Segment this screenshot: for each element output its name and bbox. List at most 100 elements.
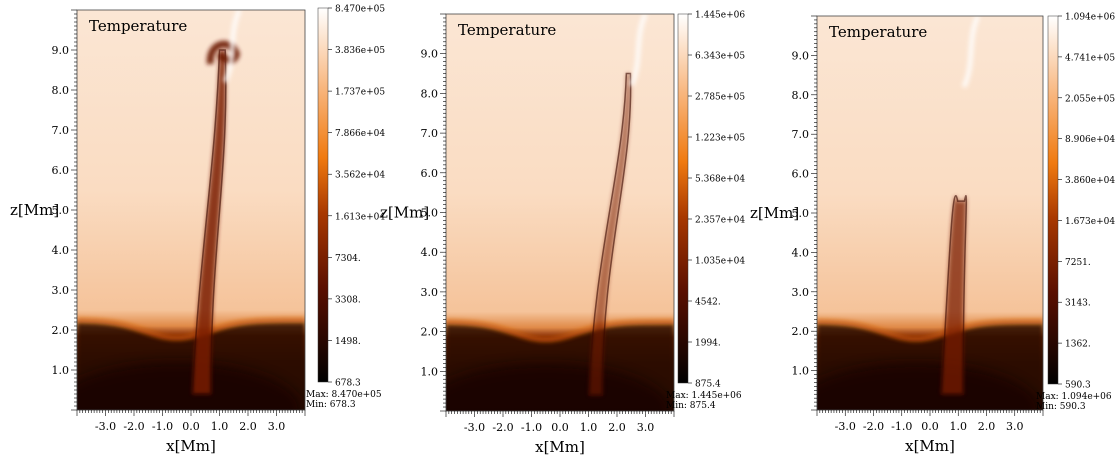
colorbar: 8.470e+05 3.836e+05 1.737e+05 7.866e+04 3.56… [306, 5, 385, 411]
y-tick-label: 7.0 [421, 127, 439, 140]
jet-column [941, 195, 967, 395]
y-tick-label: 9.0 [52, 44, 70, 57]
colorbar-gradient [677, 13, 689, 384]
x-tick-label: -2.0 [123, 420, 144, 433]
y-axis-label: z[Mm] [380, 204, 429, 222]
colorbar-tick-label: 7304. [335, 254, 361, 264]
y-tick-label: 8.0 [792, 89, 810, 102]
transition-region [446, 319, 674, 342]
temperature-field [77, 10, 305, 410]
y-tick-label: 1.0 [421, 365, 439, 378]
temperature-panel-3: -3.0 -2.0 -1.0 0.0 1.0 2.0 3.0 x[Mm] 1.0 2.0 3.0 4.… [750, 13, 1115, 456]
y-tick-label: 3.0 [52, 284, 70, 297]
max-label: Max: 1.445e+06 [666, 391, 742, 401]
colorbar-tick-label: 8.470e+05 [335, 5, 385, 15]
colorbar-tick-label: 1498. [335, 337, 361, 347]
y-tick-label: 7.0 [792, 128, 810, 141]
x-tick-label: -2.0 [863, 420, 884, 433]
colorbar-tick-label: 3308. [335, 295, 361, 305]
y-axis: 1.0 2.0 3.0 4.0 5.0 6.0 7.0 8.0 9.0 [52, 9, 77, 411]
y-tick-label: 5.0 [52, 204, 70, 217]
panel-title: Temperature [458, 21, 556, 39]
colorbar-tick-label: 3.562e+04 [335, 171, 385, 181]
colorbar-tick-label: 2.055e+05 [1065, 94, 1115, 104]
panel-title: Temperature [829, 23, 927, 41]
colorbar-gradient [1047, 15, 1059, 385]
y-tick-label: 2.0 [792, 325, 810, 338]
dark-basin [817, 362, 1041, 410]
temperature-panel-2: -3.0 -2.0 -1.0 0.0 1.0 2.0 3.0 x[Mm] 1.0 2.0 3.0 4.… [380, 11, 745, 457]
x-tick-label: -1.0 [891, 420, 912, 433]
jet-core [191, 49, 227, 395]
colorbar-tick-label: 1.673e+04 [1065, 217, 1115, 227]
colorbar-tick-label: 7.866e+04 [335, 129, 385, 139]
x-tick-label: 2.0 [978, 420, 996, 433]
x-tick-label: 3.0 [268, 420, 286, 433]
y-tick-label: 4.0 [792, 246, 810, 259]
jet-core [588, 72, 632, 396]
y-tick-label: 3.0 [421, 286, 439, 299]
bright-streak [222, 10, 242, 84]
y-axis-label: z[Mm] [10, 201, 59, 219]
dark-basin [77, 362, 303, 410]
colorbar-tick-label: 1.035e+04 [695, 257, 745, 267]
x-tick-label: -2.0 [492, 421, 513, 434]
x-tick-label: 1.0 [580, 421, 598, 434]
x-tick-label: 3.0 [637, 421, 655, 434]
x-axis: -3.0 -2.0 -1.0 0.0 1.0 2.0 3.0 [445, 411, 675, 434]
y-tick-label: 2.0 [52, 324, 70, 337]
colorbar-tick-label: 8.906e+04 [1065, 135, 1115, 145]
colorbar-tick-label: 1362. [1065, 340, 1091, 350]
colorbar-tick-label: 1.445e+06 [695, 11, 745, 21]
jet-column [192, 50, 226, 394]
max-label: Max: 1.094e+06 [1036, 392, 1112, 402]
transition-region [817, 318, 1043, 342]
x-tick-label: -3.0 [464, 421, 485, 434]
x-tick-label: 0.0 [551, 421, 569, 434]
colorbar-tick-label: 2.785e+05 [695, 93, 745, 103]
x-tick-label: 1.0 [211, 420, 229, 433]
max-label: Max: 8.470e+05 [306, 390, 382, 400]
x-axis-label: x[Mm] [535, 438, 585, 456]
colorbar-tick-label: 1.223e+05 [695, 134, 745, 144]
x-tick-label: -3.0 [835, 420, 856, 433]
colorbar-tick-label: 1.737e+05 [335, 88, 385, 98]
colorbar-tick-label: 7251. [1065, 258, 1091, 268]
x-tick-label: -3.0 [95, 420, 116, 433]
y-tick-label: 3.0 [792, 286, 810, 299]
y-tick-label: 4.0 [421, 246, 439, 259]
y-tick-label: 5.0 [792, 207, 810, 220]
temperature-field [446, 14, 674, 411]
y-tick-label: 6.0 [421, 167, 439, 180]
x-axis-label: x[Mm] [905, 437, 955, 455]
jet-column [589, 73, 631, 396]
jet-head-curl [206, 40, 240, 65]
x-tick-label: 0.0 [921, 420, 939, 433]
colorbar-tick-label: 6.343e+05 [695, 52, 745, 62]
min-label: Min: 590.3 [1036, 402, 1086, 412]
colorbar-tick-label: 3143. [1065, 299, 1091, 309]
bright-streak [961, 16, 981, 88]
bright-streak [628, 14, 648, 87]
colorbar-tick-label: 4542. [695, 298, 721, 308]
y-tick-label: 7.0 [52, 124, 70, 137]
y-tick-label: 9.0 [421, 48, 439, 61]
x-tick-label: 3.0 [1006, 420, 1024, 433]
colorbar-tick-label: 4.741e+05 [1065, 53, 1115, 63]
temperature-panel-1: -3.0 -2.0 -1.0 0.0 1.0 2.0 3.0 x[Mm] 1.0 2.0 3.0 4.… [10, 5, 385, 456]
x-axis: -3.0 -2.0 -1.0 0.0 1.0 2.0 3.0 [816, 410, 1044, 433]
min-label: Min: 678.3 [306, 400, 356, 410]
colorbar-tick-label: 2.357e+04 [695, 216, 745, 226]
colorbar-tick-label: 678.3 [335, 379, 361, 389]
x-tick-label: 2.0 [239, 420, 257, 433]
min-label: Min: 875.4 [666, 401, 716, 411]
colorbar-tick-label: 3.860e+04 [1065, 176, 1115, 186]
y-tick-label: 6.0 [792, 168, 810, 181]
colorbar-tick-label: 1.094e+06 [1065, 13, 1115, 23]
y-tick-label: 8.0 [421, 87, 439, 100]
colorbar: 1.445e+06 6.343e+05 2.785e+05 1.223e+05 5.36… [666, 11, 745, 412]
y-tick-label: 8.0 [52, 84, 70, 97]
x-tick-label: 1.0 [950, 420, 968, 433]
colorbar-tick-label: 1.613e+04 [335, 212, 385, 222]
